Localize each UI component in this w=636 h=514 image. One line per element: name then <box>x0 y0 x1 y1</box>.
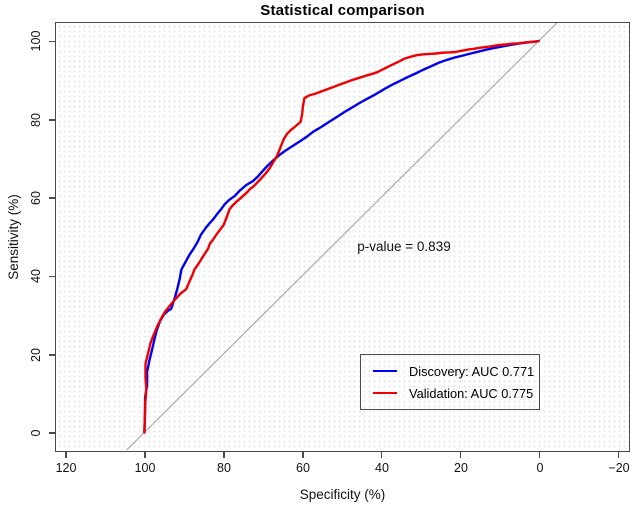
legend-item-discovery: Discovery: AUC 0.771 <box>361 362 539 380</box>
y-tick-label: 60 <box>29 191 43 205</box>
x-tick-mark <box>617 452 620 458</box>
y-tick-label: 100 <box>29 30 43 52</box>
y-tick-mark <box>49 275 55 278</box>
y-tick-mark <box>49 119 55 121</box>
y-tick-mark <box>49 40 55 43</box>
validation-line-icon <box>373 391 397 395</box>
x-tick-mark <box>380 452 383 458</box>
x-tick-mark <box>65 452 67 458</box>
x-tick-label: 20 <box>454 461 468 475</box>
x-tick-mark <box>538 452 541 458</box>
plot-area <box>55 22 630 452</box>
x-tick-mark <box>459 452 462 458</box>
y-tick-mark <box>49 197 55 199</box>
y-tick-label: 0 <box>29 429 43 437</box>
x-tick-label: 60 <box>296 461 310 475</box>
x-tick-label: 100 <box>134 461 156 475</box>
x-tick-mark <box>144 452 146 458</box>
validation-curve <box>143 39 540 434</box>
x-tick-label: 0 <box>536 461 544 475</box>
x-tick-label: 120 <box>55 461 77 475</box>
x-axis-title: Specificity (%) <box>299 487 386 502</box>
y-tick-label: 80 <box>29 113 43 127</box>
discovery-curve <box>143 39 540 434</box>
legend-label: Discovery: AUC 0.771 <box>409 363 535 379</box>
reference-diagonal <box>125 23 558 450</box>
x-tick-mark <box>223 452 225 458</box>
y-axis-title: Sensitivity (%) <box>6 194 21 280</box>
y-tick-mark <box>49 432 55 434</box>
legend-box: Discovery: AUC 0.771 Validation: AUC 0.7… <box>360 354 540 410</box>
x-tick-mark <box>302 452 304 458</box>
x-tick-label: 80 <box>217 461 231 475</box>
y-tick-label: 20 <box>29 348 43 362</box>
legend-item-validation: Validation: AUC 0.775 <box>361 384 539 402</box>
y-tick-mark <box>49 354 55 356</box>
roc-canvas <box>125 23 558 450</box>
x-tick-label: −20 <box>608 461 630 475</box>
chart-title: Statistical comparison <box>260 2 425 19</box>
y-tick-label: 40 <box>29 269 43 283</box>
x-tick-label: 40 <box>375 461 389 475</box>
p-value-annotation: p-value = 0.839 <box>357 239 451 254</box>
legend-label: Validation: AUC 0.775 <box>409 385 534 401</box>
discovery-line-icon <box>373 369 397 373</box>
